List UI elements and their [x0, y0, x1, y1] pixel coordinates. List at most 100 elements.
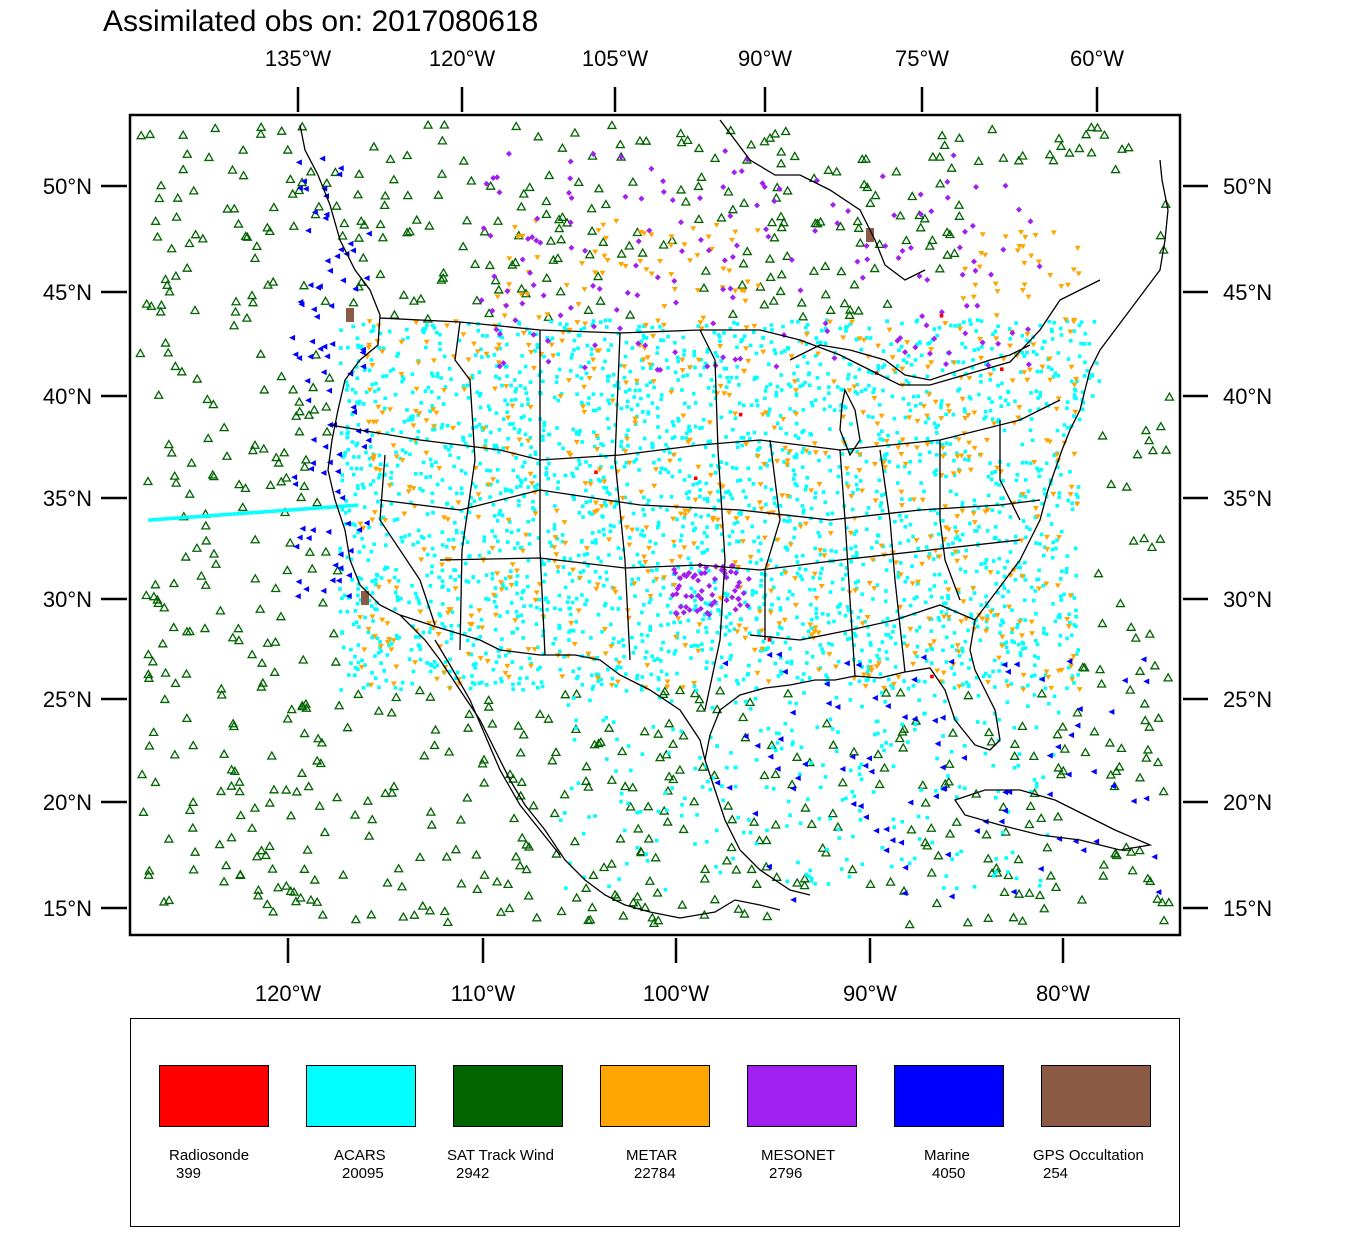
acars-marker	[211, 513, 215, 518]
metar-marker	[593, 586, 600, 592]
acars-marker	[376, 387, 381, 391]
acars-marker	[766, 362, 771, 367]
acars-marker	[637, 388, 642, 393]
acars-marker	[470, 376, 475, 380]
sat-track-wind-marker	[148, 727, 159, 737]
sat-track-wind-marker	[907, 191, 918, 201]
acars-marker	[968, 657, 973, 662]
acars-marker	[960, 341, 964, 346]
acars-marker	[439, 376, 443, 380]
acars-marker	[607, 374, 612, 378]
marine-marker	[334, 253, 341, 260]
acars-marker	[1035, 369, 1040, 374]
acars-marker	[346, 430, 350, 434]
acars-marker	[432, 326, 437, 330]
metar-marker	[580, 404, 587, 410]
acars-marker	[424, 345, 428, 350]
acars-marker	[820, 611, 825, 616]
metar-marker	[1043, 534, 1050, 540]
mesonet-marker	[706, 582, 713, 589]
acars-marker	[841, 355, 846, 360]
mesonet-marker	[1002, 182, 1009, 189]
acars-marker	[242, 511, 247, 516]
acars-marker	[918, 459, 922, 463]
acars-marker	[566, 703, 571, 707]
acars-marker	[478, 497, 482, 501]
acars-marker	[529, 661, 533, 666]
acars-marker	[952, 458, 956, 463]
acars-marker	[881, 388, 885, 393]
acars-marker	[221, 512, 226, 517]
marine-marker	[754, 742, 761, 749]
marine-marker	[794, 775, 801, 782]
sat-track-wind-marker	[1052, 811, 1064, 821]
acars-marker	[800, 465, 805, 469]
acars-marker	[604, 486, 609, 490]
mesonet-marker	[895, 254, 902, 261]
sat-track-wind-marker	[266, 750, 277, 760]
acars-marker	[528, 331, 532, 335]
marine-marker	[359, 349, 366, 356]
acars-marker	[975, 675, 979, 680]
acars-marker	[709, 403, 713, 407]
metar-marker	[950, 662, 957, 668]
sat-track-wind-marker	[215, 786, 227, 796]
acars-marker	[527, 532, 532, 537]
acars-marker	[884, 633, 888, 637]
acars-marker	[1051, 753, 1056, 757]
acars-marker	[717, 677, 722, 682]
metar-marker	[898, 452, 905, 458]
acars-marker	[956, 549, 960, 554]
acars-marker	[779, 671, 784, 676]
sat-track-wind-marker	[693, 181, 704, 191]
mesonet-marker	[567, 158, 574, 165]
acars-marker	[531, 499, 535, 504]
acars-marker	[575, 676, 579, 681]
acars-marker	[602, 485, 606, 490]
metar-marker	[505, 517, 512, 523]
acars-marker	[728, 492, 733, 497]
acars-marker	[812, 587, 817, 592]
metar-marker	[1067, 593, 1074, 599]
acars-marker	[430, 463, 434, 468]
acars-marker	[605, 490, 610, 494]
acars-marker	[488, 469, 493, 473]
acars-marker	[792, 371, 796, 376]
acars-marker	[639, 688, 644, 692]
acars-marker	[1029, 585, 1034, 590]
acars-marker	[747, 503, 751, 508]
mesonet-marker	[1027, 218, 1034, 225]
acars-marker	[716, 489, 720, 494]
metar-marker	[1021, 260, 1028, 266]
acars-marker	[735, 322, 740, 326]
acars-marker	[650, 568, 654, 573]
acars-marker	[801, 408, 806, 412]
acars-marker	[698, 494, 702, 499]
acars-marker	[536, 645, 540, 650]
acars-marker	[843, 613, 848, 618]
acars-marker	[868, 659, 872, 663]
acars-marker	[235, 511, 240, 516]
acars-marker	[686, 618, 691, 623]
metar-marker	[601, 626, 608, 632]
metar-marker	[629, 527, 636, 533]
acars-marker	[492, 514, 497, 518]
acars-marker	[519, 666, 523, 670]
acars-marker	[361, 402, 366, 406]
sat-track-wind-marker	[398, 911, 409, 921]
acars-marker	[449, 636, 454, 641]
acars-marker	[1028, 339, 1032, 344]
acars-marker	[570, 579, 575, 583]
sat-track-wind-marker	[1146, 542, 1158, 552]
sat-track-wind-marker	[163, 895, 175, 905]
acars-marker	[498, 491, 503, 496]
acars-marker	[830, 580, 835, 585]
acars-marker	[533, 349, 537, 353]
acars-marker	[1043, 686, 1048, 691]
acars-marker	[932, 572, 937, 577]
acars-marker	[1076, 673, 1080, 677]
acars-marker	[691, 442, 696, 446]
acars-marker	[587, 579, 592, 584]
sat-track-wind-marker	[1155, 533, 1166, 543]
sat-track-wind-marker	[268, 202, 279, 212]
